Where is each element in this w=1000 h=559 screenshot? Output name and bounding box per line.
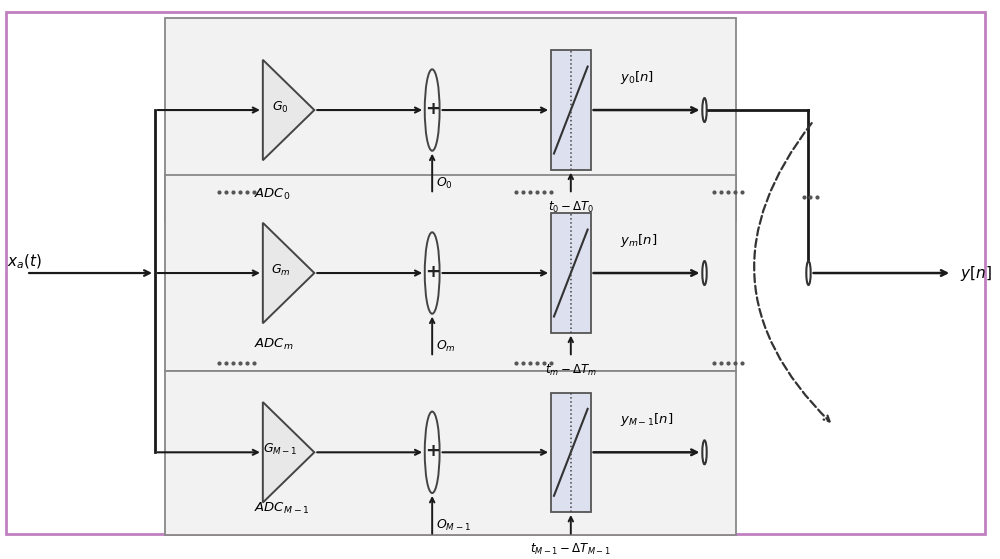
Text: $t_0-\Delta T_0$: $t_0-\Delta T_0$ xyxy=(548,200,594,215)
Text: +: + xyxy=(425,442,440,460)
FancyBboxPatch shape xyxy=(165,18,736,221)
FancyBboxPatch shape xyxy=(165,175,736,371)
Polygon shape xyxy=(263,402,314,503)
Circle shape xyxy=(425,411,440,493)
Text: $G_m$: $G_m$ xyxy=(271,263,290,278)
Text: $x_a(t)$: $x_a(t)$ xyxy=(7,253,42,271)
Text: $t_{M-1}-\Delta T_{M-1}$: $t_{M-1}-\Delta T_{M-1}$ xyxy=(530,542,611,557)
Circle shape xyxy=(806,261,811,285)
Circle shape xyxy=(702,261,707,285)
Text: $ADC_{M-1}$: $ADC_{M-1}$ xyxy=(254,501,310,516)
Polygon shape xyxy=(263,60,314,160)
Text: $y_{M-1}[n]$: $y_{M-1}[n]$ xyxy=(620,411,674,428)
Text: $O_m$: $O_m$ xyxy=(436,339,456,354)
Text: $G_0$: $G_0$ xyxy=(272,100,289,115)
Bar xyxy=(551,214,591,333)
Text: $O_{M-1}$: $O_{M-1}$ xyxy=(436,518,471,533)
Text: $ADC_m$: $ADC_m$ xyxy=(254,337,294,352)
Text: +: + xyxy=(425,100,440,118)
Text: $y_m[n]$: $y_m[n]$ xyxy=(620,231,658,249)
Text: $ADC_0$: $ADC_0$ xyxy=(254,187,290,202)
FancyBboxPatch shape xyxy=(165,371,736,535)
Bar xyxy=(551,392,591,512)
Text: $O_0$: $O_0$ xyxy=(436,176,453,191)
Text: +: + xyxy=(425,263,440,281)
Text: $G_{M-1}$: $G_{M-1}$ xyxy=(263,442,298,457)
Circle shape xyxy=(425,233,440,314)
FancyBboxPatch shape xyxy=(6,12,985,534)
Text: $t_m-\Delta T_m$: $t_m-\Delta T_m$ xyxy=(545,363,597,378)
Circle shape xyxy=(425,69,440,151)
Polygon shape xyxy=(263,223,314,323)
Text: $y[n]$: $y[n]$ xyxy=(960,263,992,282)
Circle shape xyxy=(702,440,707,465)
Bar xyxy=(551,50,591,170)
Text: $y_0[n]$: $y_0[n]$ xyxy=(620,69,654,86)
Circle shape xyxy=(702,98,707,122)
